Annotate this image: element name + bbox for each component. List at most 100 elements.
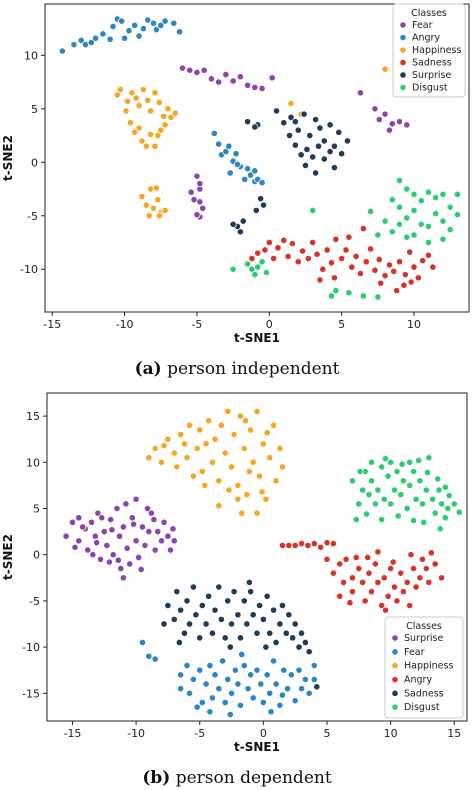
data-point — [128, 89, 136, 97]
data-point — [319, 265, 327, 273]
data-point — [280, 666, 288, 674]
data-point — [185, 620, 194, 628]
data-point — [416, 477, 424, 485]
data-point — [109, 22, 117, 31]
data-point — [145, 527, 153, 536]
data-point — [313, 683, 321, 691]
data-point — [410, 190, 418, 198]
data-point — [244, 685, 252, 693]
data-point — [253, 407, 261, 416]
data-point — [395, 258, 404, 266]
data-point — [352, 252, 360, 260]
data-point — [236, 73, 244, 81]
data-point — [196, 634, 204, 642]
data-point — [152, 184, 161, 192]
data-point — [398, 460, 406, 468]
data-point — [283, 685, 292, 693]
data-point — [266, 689, 274, 697]
data-point — [388, 228, 396, 236]
legend-label: Disgust — [404, 702, 440, 713]
data-point — [160, 112, 168, 120]
data-point — [263, 671, 271, 679]
data-point — [316, 276, 324, 284]
data-point — [356, 269, 365, 278]
data-point — [291, 118, 299, 126]
data-point — [427, 549, 435, 557]
data-point — [94, 509, 102, 517]
y-tick-label: 5 — [31, 103, 38, 116]
data-point — [418, 555, 427, 563]
data-point — [432, 210, 440, 218]
data-point — [406, 601, 414, 610]
data-point — [278, 601, 287, 610]
data-point — [401, 270, 409, 279]
legend-marker — [391, 689, 399, 697]
legend-label: Happiness — [404, 661, 453, 672]
data-point — [390, 583, 399, 591]
data-point — [330, 274, 339, 282]
data-point — [435, 486, 443, 494]
data-point — [393, 287, 401, 295]
data-point — [215, 477, 223, 485]
data-point — [397, 491, 405, 499]
data-point — [192, 611, 200, 619]
data-point — [247, 426, 255, 434]
data-point — [171, 109, 179, 117]
data-point — [297, 685, 306, 693]
x-axis-label: t-SNE1 — [234, 740, 280, 754]
data-point — [231, 666, 239, 674]
data-point — [202, 440, 210, 448]
data-point — [285, 131, 294, 140]
legend-label: Angry — [404, 675, 432, 686]
data-point — [329, 569, 337, 577]
data-point — [198, 698, 206, 707]
data-point — [352, 515, 360, 524]
data-point — [157, 21, 165, 29]
data-point — [371, 500, 379, 508]
data-point — [99, 30, 107, 38]
data-point — [144, 16, 152, 24]
data-point — [175, 638, 183, 647]
data-point — [450, 500, 458, 508]
data-point — [393, 467, 401, 476]
data-point — [144, 96, 152, 104]
data-point — [342, 246, 350, 254]
data-point — [312, 115, 320, 124]
data-point — [395, 220, 404, 228]
y-tick-label: -15 — [22, 687, 40, 700]
data-point — [221, 634, 229, 642]
data-point — [161, 121, 169, 129]
x-tick-label: 0 — [260, 727, 267, 740]
data-point — [164, 105, 172, 113]
data-point — [425, 578, 433, 587]
data-point — [199, 204, 207, 212]
data-point — [399, 477, 407, 485]
data-point — [180, 440, 189, 448]
data-point — [161, 17, 169, 25]
data-point — [150, 515, 158, 524]
data-point — [378, 601, 386, 610]
data-point — [160, 518, 168, 526]
data-point — [305, 689, 313, 697]
data-point — [245, 578, 253, 587]
data-point — [366, 245, 375, 253]
legend-marker — [399, 83, 407, 92]
data-point — [425, 454, 433, 462]
data-point — [362, 510, 371, 518]
data-point — [239, 217, 247, 225]
data-point — [417, 197, 425, 205]
data-point — [251, 270, 259, 279]
data-point — [439, 217, 447, 225]
data-point — [288, 239, 297, 248]
data-point — [276, 620, 284, 628]
data-point — [445, 491, 453, 500]
data-point — [155, 212, 163, 220]
data-point — [375, 115, 383, 124]
legend-box — [384, 616, 464, 719]
legend-marker — [399, 33, 407, 42]
data-point — [246, 171, 255, 179]
data-point — [291, 141, 299, 149]
data-point — [123, 97, 132, 105]
data-point — [255, 472, 264, 480]
data-point — [453, 211, 462, 219]
